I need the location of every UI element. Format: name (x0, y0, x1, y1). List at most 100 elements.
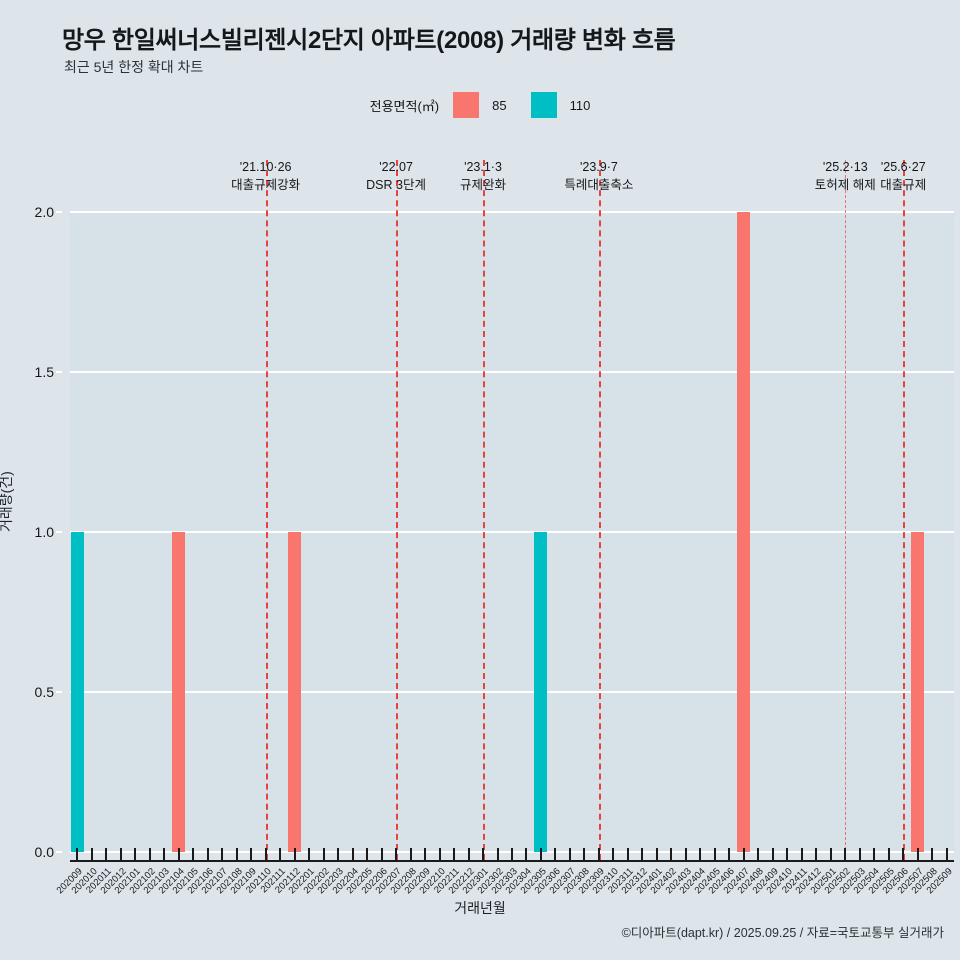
bar-202112-85[interactable] (288, 532, 302, 852)
x-tick-202109 (250, 848, 253, 861)
x-tick-202503 (858, 848, 861, 861)
event-date: '25.6·27 (880, 160, 926, 174)
x-tick-202011 (105, 848, 108, 861)
bar-202305-110[interactable] (534, 532, 548, 852)
x-tick-202009 (76, 848, 79, 861)
event-date: '25.2·13 (822, 160, 868, 174)
x-tick-202111 (279, 848, 282, 861)
bar-202104-85[interactable] (172, 532, 186, 852)
x-tick-202203 (337, 848, 340, 861)
y-axis-title: 거래량(건) (0, 471, 14, 532)
x-tick-202302 (496, 848, 499, 861)
event-label: 특례대출축소 (564, 178, 634, 193)
x-tick-202404 (699, 848, 702, 861)
bar-202507-85[interactable] (911, 532, 925, 852)
y-tick-label-0.0: 0.0 (34, 844, 54, 860)
x-tick-202103 (163, 848, 166, 861)
event-line-202301 (483, 160, 486, 860)
x-tick-202407 (742, 848, 745, 861)
event-annotation-202506: '25.6·27 대출규제 (880, 158, 926, 194)
legend-swatch-110 (530, 92, 557, 118)
x-tick-202108 (235, 848, 238, 861)
event-label: 대출규제강화 (231, 178, 301, 193)
footer-note: ©디아파트(dapt.kr) / 2025.09.25 / 자료=국토교통부 실… (621, 926, 944, 940)
chart-legend: 전용면적(㎡) 85 110 (0, 92, 960, 118)
x-tick-202405 (713, 848, 716, 861)
x-tick-202504 (873, 848, 876, 861)
x-tick-202102 (148, 848, 151, 861)
x-tick-202110 (264, 848, 267, 861)
x-tick-202311 (626, 848, 629, 861)
x-tick-202207 (395, 848, 398, 861)
chart-subtitle: 최근 5년 한정 확대 차트 (64, 59, 204, 75)
event-line-202506 (903, 160, 906, 860)
event-annotation-202502: '25.2·13 토허제 해제 (815, 158, 876, 194)
x-tick-202409 (771, 848, 774, 861)
x-tick-202105 (192, 848, 195, 861)
x-tick-202307 (568, 848, 571, 861)
y-tick-mark-1.0 (56, 531, 62, 533)
x-tick-202506 (902, 848, 905, 861)
x-tick-202403 (684, 848, 687, 861)
x-tick-202212 (467, 848, 470, 861)
x-tick-202402 (670, 848, 673, 861)
x-tick-202509 (945, 848, 948, 861)
event-label: 토허제 해제 (814, 178, 876, 193)
y-tick-mark-1.5 (56, 371, 62, 373)
x-tick-202202 (322, 848, 325, 861)
x-tick-202309 (597, 848, 600, 861)
x-tick-202101 (134, 848, 137, 861)
legend-label-110: 110 (569, 97, 591, 113)
event-date: '23.9·7 (580, 160, 618, 174)
x-tick-202012 (119, 848, 122, 861)
event-label: 규제완화 (460, 178, 507, 193)
event-label: 대출규제 (880, 178, 927, 193)
y-tick-mark-0.5 (56, 691, 62, 693)
x-tick-202412 (815, 848, 818, 861)
x-tick-202505 (887, 848, 890, 861)
y-axis: 0.0 0.5 1.0 1.5 2.0 (0, 204, 62, 860)
x-tick-202303 (511, 848, 513, 861)
x-tick-202308 (583, 848, 586, 861)
x-tick-202205 (366, 848, 369, 861)
bar-202407-85[interactable] (737, 212, 751, 852)
x-tick-202406 (728, 848, 731, 861)
y-tick-label-2.0: 2.0 (34, 204, 54, 220)
y-tick-label-1.0: 1.0 (34, 524, 54, 540)
x-tick-202104 (177, 848, 180, 861)
x-axis-line (70, 860, 954, 862)
x-tick-202209 (424, 848, 427, 861)
gridline-1.0 (70, 531, 954, 533)
x-tick-202106 (206, 848, 209, 861)
bar-202009-110[interactable] (70, 532, 84, 852)
x-tick-202306 (554, 848, 557, 861)
event-annotation-202309: '23.9·7 특례대출축소 (564, 158, 633, 194)
x-tick-202010 (90, 848, 93, 861)
x-tick-202411 (800, 848, 803, 861)
legend-label-85: 85 (492, 97, 507, 113)
event-line-202502 (845, 160, 847, 860)
x-tick-202305 (539, 848, 542, 861)
x-tick-202304 (525, 848, 528, 861)
x-tick-202410 (786, 848, 789, 861)
y-tick-mark-2.0 (56, 211, 62, 213)
x-axis-title: 거래년월 (454, 900, 506, 916)
gridline-1.5 (70, 371, 954, 373)
x-tick-202208 (409, 848, 412, 861)
legend-title: 전용면적(㎡) (369, 98, 440, 114)
x-tick-202501 (829, 848, 832, 861)
x-tick-202204 (351, 848, 354, 861)
x-tick-202507 (916, 848, 919, 861)
x-tick-202312 (641, 848, 644, 861)
event-date: '22.07 (379, 160, 413, 174)
event-label: DSR 3단계 (366, 178, 426, 193)
x-tick-202201 (308, 848, 311, 861)
y-tick-mark-0.0 (56, 851, 62, 853)
event-annotation-202301: '23.1·3 규제완화 (460, 158, 506, 194)
x-tick-202502 (844, 848, 847, 861)
legend-swatch-85 (453, 92, 480, 118)
x-tick-202112 (293, 848, 296, 861)
x-tick-202107 (221, 848, 224, 861)
y-tick-label-1.5: 1.5 (34, 364, 54, 380)
